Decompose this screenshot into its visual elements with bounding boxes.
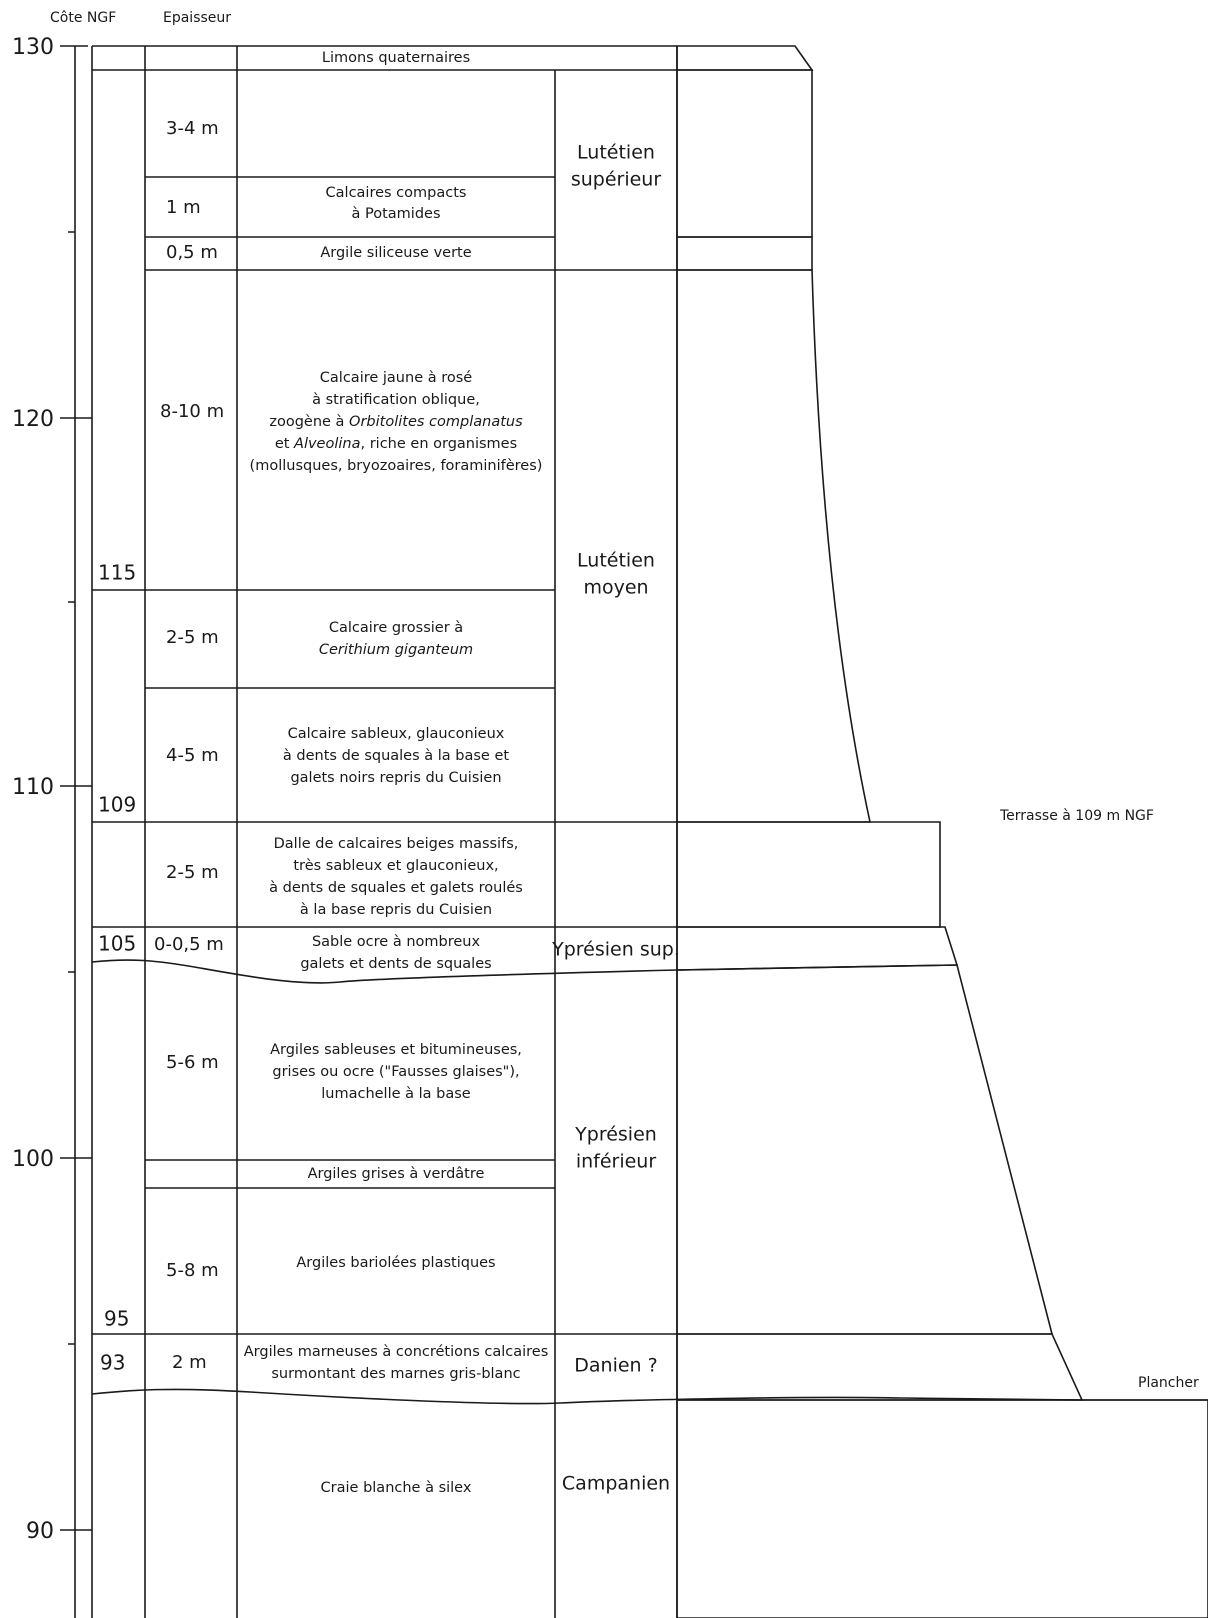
limestone-pattern [677, 270, 870, 822]
level-label: 109 [98, 793, 136, 817]
elevation-label: 100 [12, 1147, 54, 1172]
description: lumachelle à la base [321, 1086, 471, 1102]
description: Dalle de calcaires beiges massifs, [274, 836, 519, 852]
description: Argiles sableuses et bitumineuses, [270, 1042, 522, 1058]
stratigraphic-log: Côte NGF Epaisseur 130 120 110 100 90 11… [0, 0, 1208, 1618]
description: Craie blanche à silex [321, 1480, 472, 1496]
level-label: 115 [98, 561, 136, 585]
text-segment: , riche en organismes [361, 436, 518, 452]
description: Argiles grises à verdâtre [308, 1166, 485, 1182]
stage: Yprésien sup. [551, 939, 680, 961]
dalle-pattern [677, 822, 940, 927]
elevation-label: 110 [12, 775, 54, 800]
description: à dents de squales et galets roulés [269, 880, 523, 896]
stage: moyen [583, 577, 648, 599]
description: Argiles bariolées plastiques [296, 1255, 495, 1271]
stage: inférieur [576, 1151, 657, 1173]
ticks [60, 46, 92, 1530]
annotation: Terrasse à 109 m NGF [999, 808, 1154, 824]
description: Calcaire sableux, glauconieux [288, 726, 505, 742]
clay-pattern [677, 237, 812, 270]
description: et Alveolina, riche en organismes [275, 436, 517, 452]
description: zoogène à Orbitolites complanatus [269, 414, 523, 430]
stages: Lutétien supérieur Lutétien moyen Yprési… [551, 142, 680, 1495]
elevation-label: 90 [26, 1519, 54, 1544]
text-segment: zoogène à [269, 414, 344, 430]
description: Calcaire jaune à rosé [320, 370, 472, 386]
thickness: 0-0,5 m [154, 934, 224, 955]
sand-pattern [677, 927, 957, 970]
thickness: 4-5 m [166, 745, 219, 766]
description: Calcaires compacts [326, 185, 467, 201]
limons-pattern [677, 46, 812, 70]
thickness: 3-4 m [166, 118, 219, 139]
level-label: 105 [98, 932, 136, 956]
description: à dents de squales à la base et [283, 748, 509, 764]
header: Epaisseur [163, 10, 231, 26]
stage: Campanien [562, 1473, 670, 1495]
thickness: 0,5 m [166, 242, 218, 263]
description: Limons quaternaires [322, 50, 470, 66]
header: Côte NGF [50, 10, 116, 26]
description: Calcaire grossier à [329, 620, 463, 636]
description: Argiles marneuses à concrétions calcaire… [244, 1344, 549, 1360]
thickness: 2-5 m [166, 862, 219, 883]
clay-pattern [677, 965, 1052, 1334]
description: Argile siliceuse verte [320, 245, 471, 261]
thickness: 8-10 m [160, 401, 224, 422]
level-label: 95 [104, 1307, 129, 1331]
description: galets et dents de squales [300, 956, 491, 972]
thickness: 2-5 m [166, 627, 219, 648]
elevation-label: 130 [12, 35, 54, 60]
stage: Lutétien [577, 142, 655, 164]
description: galets noirs repris du Cuisien [290, 770, 501, 786]
description: à la base repris du Cuisien [300, 902, 492, 918]
limestone-pattern [677, 70, 812, 237]
unconformity [92, 1389, 1208, 1403]
description: Cerithium giganteum [319, 642, 473, 658]
stage: Lutétien [577, 550, 655, 572]
annotation: Plancher [1138, 1375, 1199, 1391]
text-segment: Alveolina [293, 436, 360, 452]
description: grises ou ocre ("Fausses glaises"), [272, 1064, 519, 1080]
description: très sableux et glauconieux, [293, 858, 498, 874]
stage: Yprésien [574, 1124, 657, 1146]
thickness: 5-6 m [166, 1052, 219, 1073]
description: (mollusques, bryozoaires, foraminifères) [250, 458, 543, 474]
description: à Potamides [352, 206, 441, 222]
level-label: 93 [100, 1351, 125, 1375]
elevation-label: 120 [12, 407, 54, 432]
description: à stratification oblique, [312, 392, 480, 408]
lithology-column [677, 46, 1208, 1618]
chalk-pattern [677, 1400, 1208, 1618]
marl-pattern [677, 1334, 1082, 1400]
text-segment: et [275, 436, 290, 452]
grid [60, 46, 1208, 1618]
thickness: 1 m [166, 197, 201, 218]
descriptions: Limons quaternaires Calcaires compacts à… [244, 50, 549, 1496]
description: surmontant des marnes gris-blanc [271, 1366, 520, 1382]
thickness: 5-8 m [166, 1260, 219, 1281]
text-segment: Orbitolites complanatus [349, 414, 523, 430]
stage: Danien ? [574, 1355, 657, 1377]
thickness: 2 m [172, 1352, 207, 1373]
description: Sable ocre à nombreux [312, 934, 481, 950]
stage: supérieur [571, 169, 662, 191]
